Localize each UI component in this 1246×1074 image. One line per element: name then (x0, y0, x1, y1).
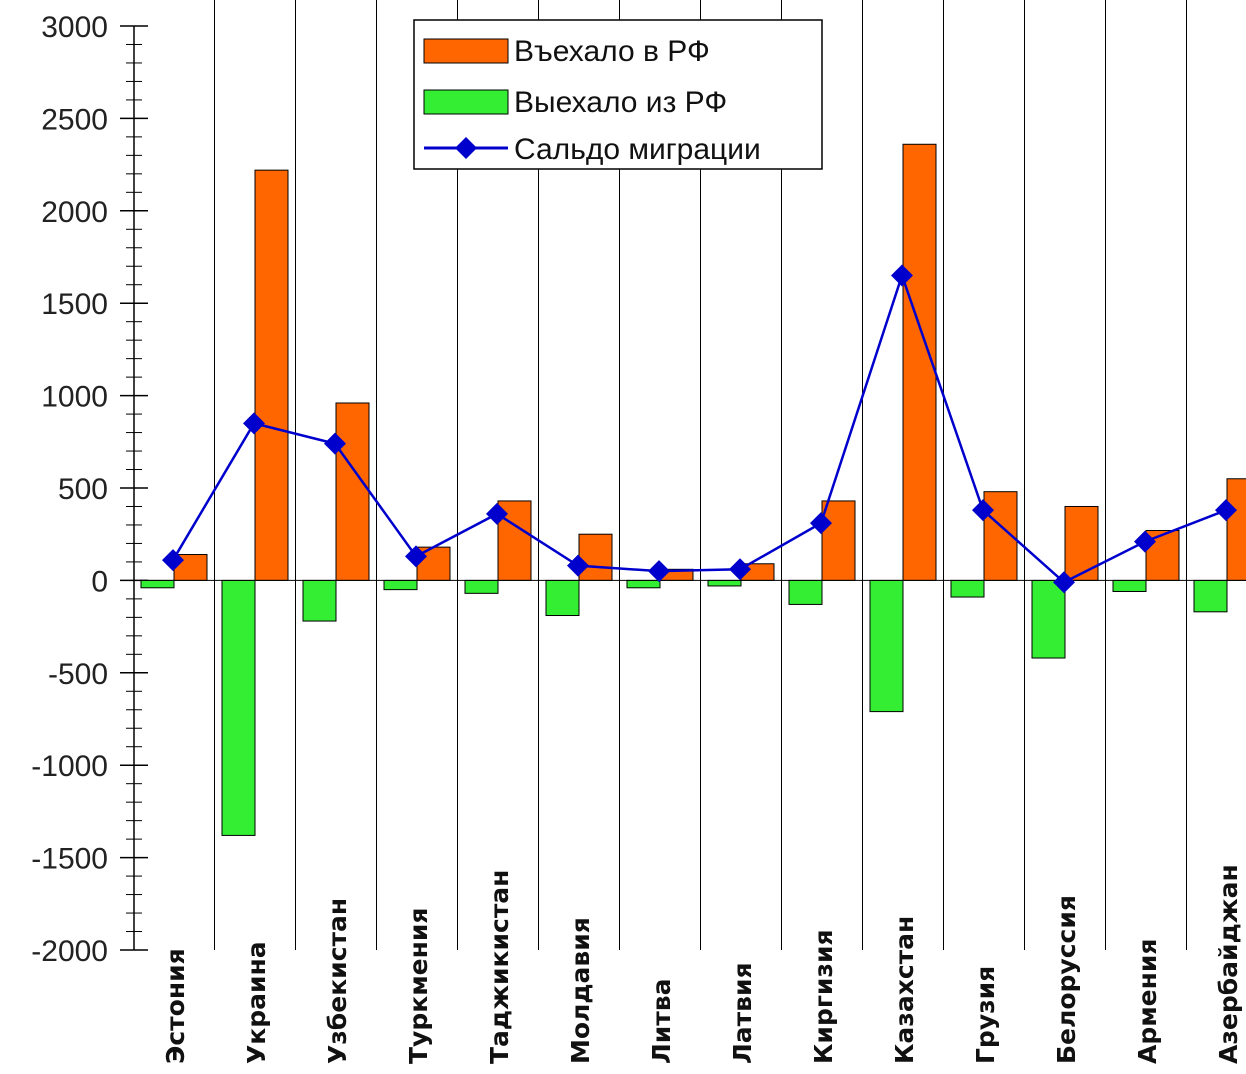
bar-arrivals (902, 143, 937, 581)
category-label: Эстония (161, 948, 190, 1064)
bar-arrivals (335, 402, 370, 581)
category-label: Туркмения (404, 908, 433, 1064)
bar-departures (788, 579, 823, 605)
balance-marker (1215, 499, 1237, 522)
category-label: Литва (647, 979, 676, 1064)
bar-departures (221, 579, 256, 836)
category-label: Таджикистан (485, 870, 514, 1064)
legend-label-arrivals: Въехало в РФ (514, 35, 710, 68)
bar-arrivals (254, 169, 289, 581)
bar-departures (302, 579, 337, 622)
balance-marker (1134, 530, 1156, 553)
category-label: Украина (242, 941, 271, 1064)
bar-arrivals (578, 533, 613, 581)
balance-marker (972, 499, 994, 522)
bar-departures (1112, 579, 1147, 592)
bar-departures (464, 579, 499, 594)
bar-departures (383, 579, 418, 591)
balance-marker (324, 432, 346, 455)
balance-marker (243, 412, 265, 435)
category-label: Узбекистан (323, 898, 352, 1064)
category-label: Молдавия (566, 917, 595, 1064)
category-label: Казахстан (890, 916, 919, 1064)
bar-departures (545, 579, 580, 617)
balance-marker (162, 549, 184, 572)
y-tick-label: 3000 (41, 11, 108, 44)
legend-marker-balance (455, 137, 477, 159)
bar-departures (950, 579, 985, 598)
y-tick-label: 1000 (41, 381, 108, 414)
bar-departures (1031, 579, 1066, 659)
bar-arrivals (821, 500, 856, 581)
balance-line (171, 271, 1227, 584)
bar-arrivals (1064, 505, 1099, 581)
category-label: Белоруссия (1052, 895, 1081, 1064)
legend-swatch-departures (423, 89, 509, 115)
category-label: Латвия (728, 962, 757, 1064)
bars-layer (140, 143, 1246, 836)
bar-arrivals (1226, 478, 1246, 581)
category-label: Киргизия (809, 929, 838, 1064)
y-tick-label: -500 (48, 658, 108, 691)
bar-departures (626, 579, 661, 589)
legend-label-departures: Выехало из РФ (514, 86, 727, 119)
y-tick-label: 2500 (41, 103, 108, 136)
category-label: Армения (1133, 939, 1162, 1064)
balance-line-layer (162, 264, 1237, 594)
legend: Въехало в РФ Выехало из РФ Сальдо миграц… (413, 19, 823, 170)
balance-marker (405, 545, 427, 568)
balance-marker (1053, 571, 1075, 594)
balance-marker (810, 512, 832, 535)
balance-marker (648, 560, 670, 583)
balance-marker (891, 264, 913, 287)
balance-marker (567, 554, 589, 577)
y-axis: 3000 2500 2000 1500 1000 500 0 -500 -1000 -1500 -2… (31, 11, 148, 968)
balance-marker (729, 558, 751, 581)
balance-marker (486, 502, 508, 525)
y-tick-label: -2000 (31, 935, 108, 968)
category-label: Грузия (971, 966, 1000, 1064)
legend-label-balance: Сальдо миграции (514, 133, 761, 166)
legend-swatch-arrivals (423, 38, 509, 64)
y-tick-label: 1500 (41, 288, 108, 321)
bar-departures (1193, 579, 1228, 613)
bar-departures (140, 579, 175, 589)
y-tick-label: -1000 (31, 750, 108, 783)
category-labels: Эстония Украина Узбекистан Туркмения Таджики… (161, 864, 1243, 1064)
category-label: Азербайджан (1214, 864, 1243, 1064)
bar-departures (707, 579, 742, 587)
y-tick-label: 0 (91, 565, 108, 598)
y-tick-label: 500 (58, 473, 108, 506)
y-tick-label: -1500 (31, 843, 108, 876)
y-tick-label: 2000 (41, 196, 108, 229)
bar-departures (869, 579, 904, 713)
